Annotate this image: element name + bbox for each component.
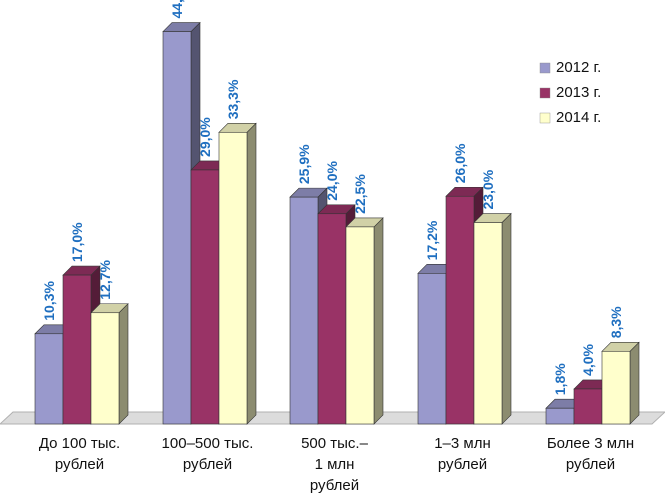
data-label: 25,9% — [296, 144, 312, 184]
legend-label: 2014 г. — [556, 109, 601, 126]
bar-3-3 — [345, 217, 384, 425]
bar-3-4 — [473, 212, 512, 425]
category-label: 100–500 тыс. рублей — [162, 435, 254, 473]
bar-front-face — [545, 407, 575, 425]
bar-front-face — [162, 31, 192, 425]
bar-front-face — [34, 333, 64, 425]
data-label: 29,0% — [197, 117, 213, 157]
data-label: 24,0% — [324, 161, 340, 201]
bar-3-5 — [601, 341, 640, 425]
data-label: 10,3% — [41, 281, 57, 321]
data-label: 4,0% — [580, 343, 596, 375]
legend-item: 2013 г. — [539, 84, 601, 101]
bar-front-face — [473, 222, 503, 425]
legend-swatch — [539, 87, 551, 99]
bar-front-face — [317, 213, 347, 425]
bar-front-face — [601, 350, 631, 425]
data-label: 23,0% — [480, 169, 496, 209]
legend-swatch — [539, 112, 551, 124]
bar-front-face — [62, 274, 92, 425]
bar-front-face — [289, 196, 319, 425]
bar-front-face — [345, 226, 375, 425]
data-label: 26,0% — [452, 143, 468, 183]
bar-side-face — [246, 122, 257, 425]
bar-front-face — [190, 169, 220, 425]
category-label: Более 3 млн рублей — [547, 435, 634, 473]
bar-2-1 — [62, 265, 101, 425]
bar-3-2 — [218, 122, 257, 425]
bar-front-face — [90, 312, 120, 425]
bar-side-face — [629, 341, 640, 425]
legend-swatch — [539, 62, 551, 74]
bar-3-1 — [90, 303, 129, 425]
legend-label: 2013 г. — [556, 84, 601, 101]
data-label: 33,3% — [225, 79, 241, 119]
legend-label: 2012 г. — [556, 59, 601, 76]
bar-front-face — [417, 273, 447, 425]
bar-front-face — [573, 388, 603, 425]
legend-item: 2012 г. — [539, 59, 601, 76]
data-label: 17,0% — [69, 222, 85, 262]
category-label: До 100 тыс. рублей — [39, 435, 120, 473]
category-label: 500 тыс.– 1 млн рублей — [301, 435, 369, 494]
data-label: 8,3% — [608, 306, 624, 338]
data-label: 1,8% — [552, 363, 568, 395]
data-label: 17,2% — [424, 220, 440, 260]
category-label: 1–3 млн рублей — [434, 435, 491, 473]
bar-front-face — [218, 131, 248, 425]
bar-front-face — [445, 195, 475, 425]
data-label: 22,5% — [352, 174, 368, 214]
bar-side-face — [501, 212, 512, 425]
data-label: 12,7% — [97, 259, 113, 299]
bar-side-face — [373, 217, 384, 425]
legend-item: 2014 г. — [539, 109, 601, 126]
bar-side-face — [118, 303, 129, 425]
data-label: 44,8% — [169, 0, 185, 19]
